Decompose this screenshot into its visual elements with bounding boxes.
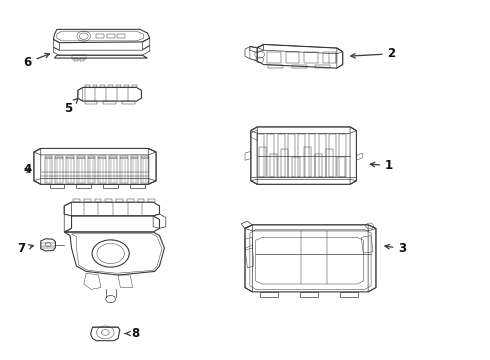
- Text: 7: 7: [17, 242, 33, 255]
- Text: 3: 3: [385, 242, 406, 255]
- Text: 5: 5: [64, 99, 78, 115]
- Bar: [117, 34, 125, 39]
- Bar: [96, 34, 104, 39]
- Text: 8: 8: [125, 327, 139, 340]
- Text: 2: 2: [351, 47, 395, 60]
- Text: 1: 1: [370, 159, 393, 172]
- Text: 4: 4: [24, 163, 32, 176]
- Bar: [107, 34, 115, 39]
- Text: 6: 6: [24, 53, 49, 69]
